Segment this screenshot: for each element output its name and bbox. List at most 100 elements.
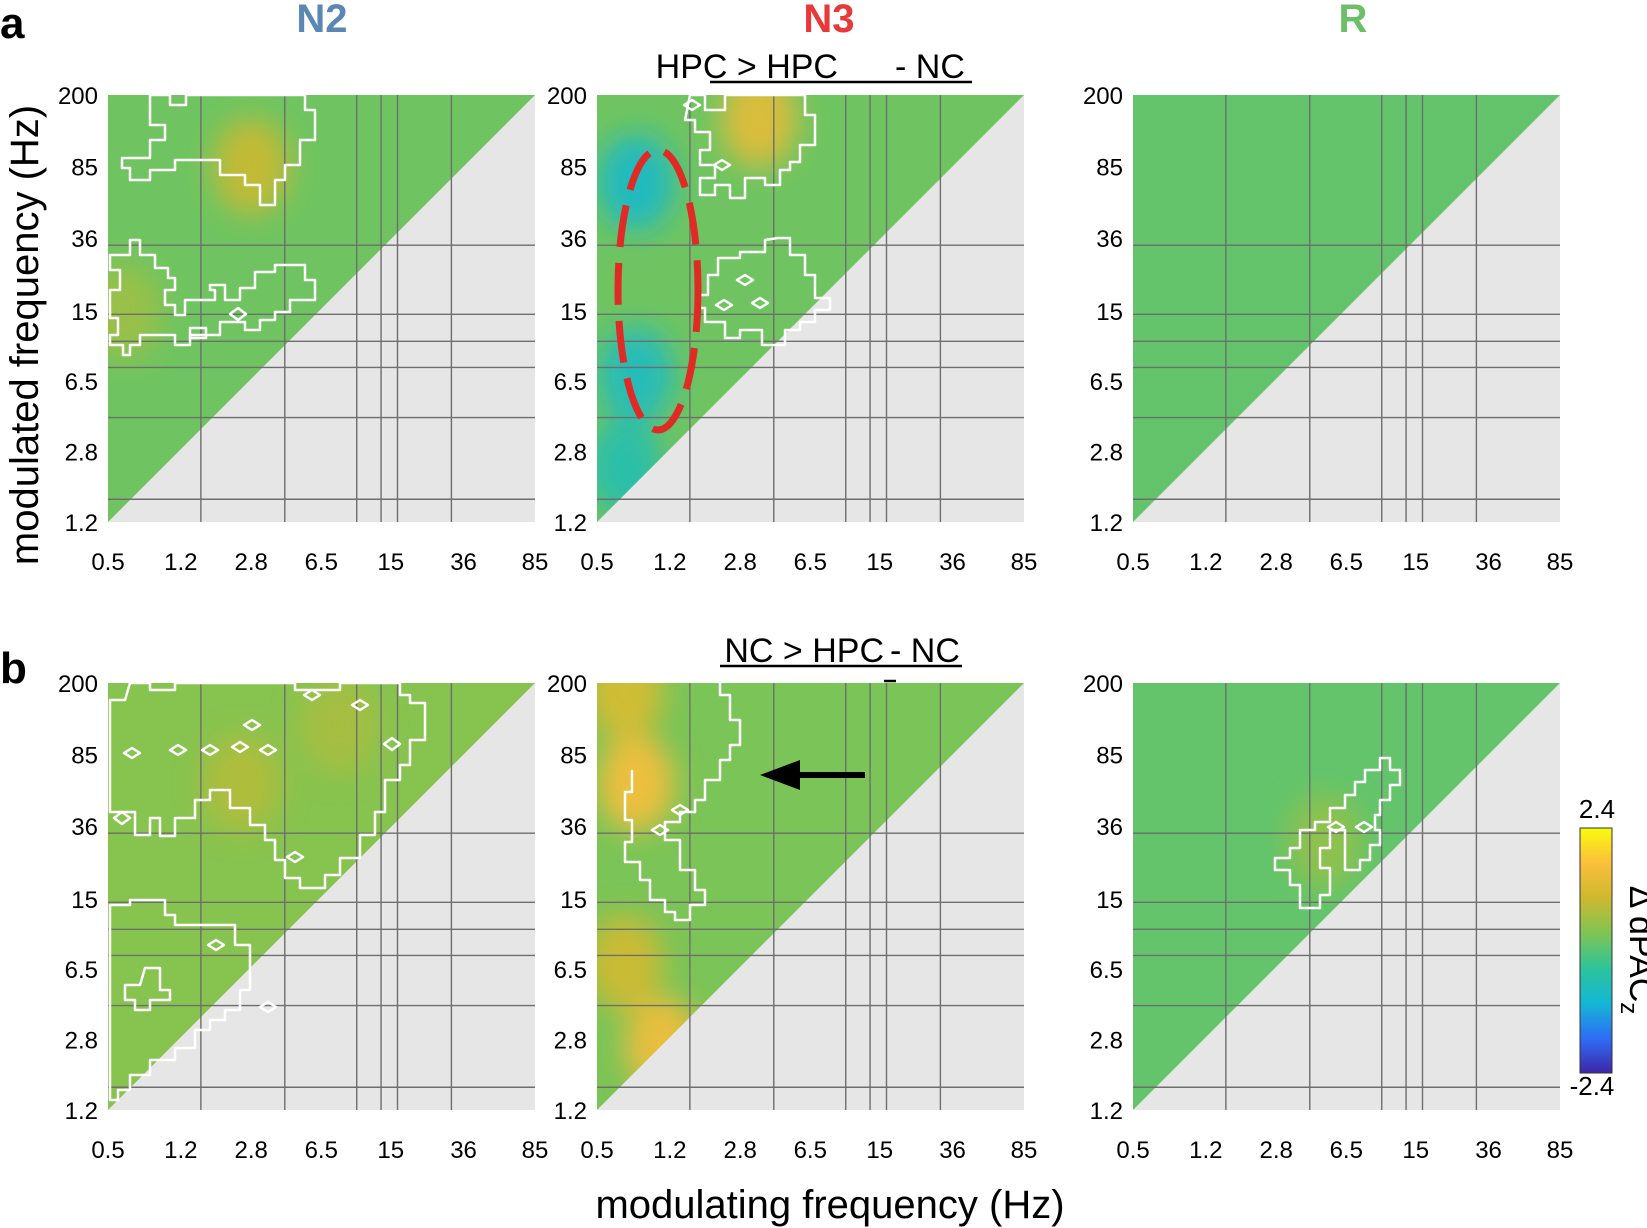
x-axis-label: modulating frequency (Hz): [595, 1183, 1064, 1227]
y-tick-label: 36: [560, 226, 587, 253]
heatmap-hotspot: [597, 914, 663, 1011]
heatmap-hotspot: [203, 735, 280, 832]
y-tick-label: 15: [560, 887, 587, 914]
heatmap-hotspot: [1286, 793, 1363, 890]
panel-b-n2: 200 85 36 15 6.5 2.8 1.2 0.5 1.2 2.8 6.5 15 36 85: [58, 671, 548, 1164]
y-tick-label: 36: [1096, 814, 1123, 841]
y-tick-label: 200: [547, 83, 587, 110]
x-tick-label: 6.5: [1330, 1137, 1363, 1164]
y-tick-label: 15: [1096, 299, 1123, 326]
x-tick-label: 1.2: [164, 549, 197, 576]
y-tick-label: 1.2: [554, 1098, 587, 1125]
x-tick-label: 0.5: [580, 549, 613, 576]
row-a-title-part1: HPC > HPC: [656, 48, 838, 86]
y-tick-label: 2.8: [554, 1027, 587, 1054]
colorbar-max-label: 2.4: [1579, 794, 1615, 824]
y-tick-label: 200: [58, 671, 98, 698]
y-tick-label: 85: [1096, 154, 1123, 181]
y-tick-label: 85: [560, 154, 587, 181]
y-tick-label: 200: [1083, 83, 1123, 110]
y-tick-label: 2.8: [1090, 1027, 1123, 1054]
heatmap-hotspot: [597, 683, 663, 740]
x-tick-label: 1.2: [653, 549, 686, 576]
panel-b-n3: 200 85 36 15 6.5 2.8 1.2 0.5 1.2 2.8 6.5 15 36 85: [547, 671, 1037, 1164]
x-tick-label: 85: [1547, 549, 1574, 576]
x-tick-label: 2.8: [1260, 1137, 1293, 1164]
y-tick-label: 1.2: [554, 510, 587, 537]
x-tick-label: 1.2: [164, 1137, 197, 1164]
y-tick-label: 1.2: [1090, 1098, 1123, 1125]
heatmap-hotspot: [300, 683, 377, 774]
y-tick-label: 85: [560, 742, 587, 769]
y-tick-label: 1.2: [65, 1098, 98, 1125]
x-tick-label: 1.2: [1189, 1137, 1222, 1164]
x-tick-label: 0.5: [1116, 1137, 1149, 1164]
y-tick-label: 15: [560, 299, 587, 326]
y-tick-label: 15: [71, 887, 98, 914]
y-tick-label: 1.2: [65, 510, 98, 537]
y-tick-label: 2.8: [65, 439, 98, 466]
y-tick-label: 200: [547, 671, 587, 698]
row-b-title-part2: - NC: [890, 632, 960, 670]
y-tick-label: 36: [560, 814, 587, 841]
y-tick-label: 2.8: [554, 439, 587, 466]
x-tick-label: 36: [450, 1137, 477, 1164]
x-tick-label: 15: [866, 1137, 893, 1164]
y-tick-label: 6.5: [554, 369, 587, 396]
y-tick-label: 6.5: [1090, 957, 1123, 984]
y-tick-label: 2.8: [65, 1027, 98, 1054]
y-tick-label: 6.5: [65, 369, 98, 396]
y-tick-label: 6.5: [554, 957, 587, 984]
x-tick-label: 15: [1402, 1137, 1429, 1164]
x-tick-label: 1.2: [653, 1137, 686, 1164]
stage-label-n3: N3: [803, 0, 854, 41]
y-tick-label: 85: [71, 154, 98, 181]
x-tick-label: 0.5: [1116, 549, 1149, 576]
colorbar-label: Δ dPACz: [1615, 886, 1647, 1015]
panel-letter-b: b: [0, 644, 27, 693]
y-tick-label: 200: [1083, 671, 1123, 698]
contours-a-n3: [682, 93, 832, 347]
x-tick-label: 85: [522, 1137, 549, 1164]
colorbar: [1579, 827, 1613, 1074]
colorbar-label-sub: z: [1615, 1002, 1642, 1014]
x-tick-label: 36: [1475, 549, 1502, 576]
panel-a-n3: 200 85 36 15 6.5 2.8 1.2 0.5 1.2 2.8 6.5 15 36 85: [547, 83, 1038, 576]
y-tick-label: 15: [71, 299, 98, 326]
x-tick-label: 36: [1475, 1137, 1502, 1164]
stage-label-r: R: [1339, 0, 1368, 41]
heatmap-hotspot: [598, 326, 675, 423]
x-tick-label: 15: [866, 549, 893, 576]
x-tick-label: 36: [450, 549, 477, 576]
x-tick-label: 0.5: [580, 1137, 613, 1164]
panel-letter-a: a: [0, 0, 25, 48]
x-tick-label: 85: [1011, 549, 1038, 576]
x-tick-label: 2.8: [235, 1137, 268, 1164]
y-tick-label: 36: [71, 814, 98, 841]
y-axis-label: modulated frequency (Hz): [3, 105, 47, 565]
heatmap-hotspot: [213, 118, 290, 215]
x-tick-label: 0.5: [91, 1137, 124, 1164]
row-b-title-part1: NC > HPC: [724, 632, 884, 670]
contours-b-n3: [623, 683, 742, 922]
y-tick-label: 200: [58, 83, 98, 110]
colorbar-label-main: Δ dPAC: [1622, 886, 1647, 1003]
y-tick-label: 2.8: [1090, 439, 1123, 466]
contours-a-n2: [108, 93, 317, 357]
panel-b-r: 200 85 36 15 6.5 2.8 1.2 0.5 1.2 2.8 6.5 15 36 85: [1083, 671, 1573, 1164]
heatmap-hotspot: [598, 134, 675, 231]
y-tick-label: 85: [71, 742, 98, 769]
y-tick-label: 1.2: [1090, 510, 1123, 537]
contours-b-r: [1273, 756, 1402, 910]
colorbar-min-label: -2.4: [1570, 1071, 1615, 1101]
y-tick-label: 36: [1096, 226, 1123, 253]
panel-a-r: 200 85 36 15 6.5 2.8 1.2 0.5 1.2 2.8 6.5 15 36 85: [1083, 83, 1573, 576]
y-tick-label: 15: [1096, 887, 1123, 914]
x-tick-label: 2.8: [1260, 549, 1293, 576]
x-tick-label: 6.5: [305, 549, 338, 576]
x-tick-label: 85: [1547, 1137, 1574, 1164]
x-tick-label: 2.8: [724, 1137, 757, 1164]
x-tick-label: 6.5: [1330, 549, 1363, 576]
x-tick-label: 36: [939, 1137, 966, 1164]
